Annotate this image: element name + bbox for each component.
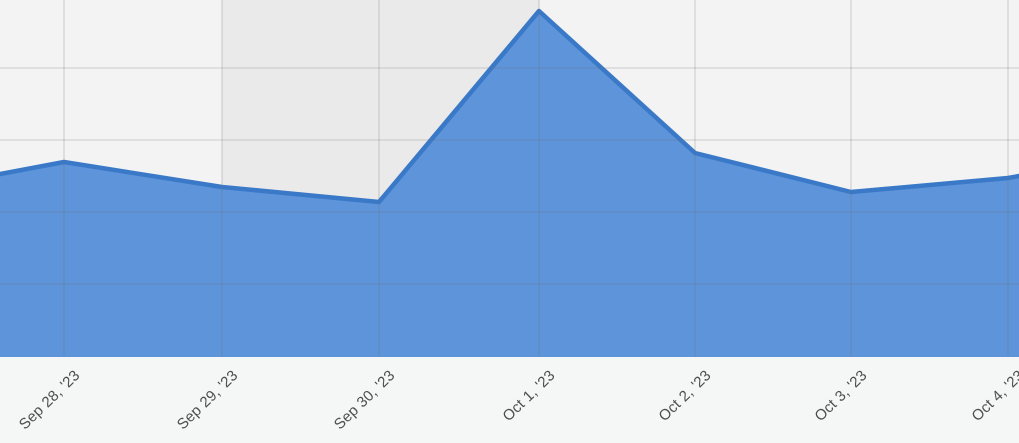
area-chart-svg xyxy=(0,0,1019,357)
x-tick-label: Oct 1, '23 xyxy=(499,367,559,425)
chart-plot-area xyxy=(0,0,1019,357)
x-tick-label: Oct 4, '23 xyxy=(968,367,1019,425)
x-tick-label: Oct 2, '23 xyxy=(655,367,715,425)
x-tick-label: Sep 30, '23 xyxy=(331,367,399,434)
series-area-fill xyxy=(0,11,1019,357)
gridlines xyxy=(0,0,1019,357)
series-line xyxy=(0,8,1019,205)
x-tick-label: Sep 28, '23 xyxy=(16,367,84,434)
x-axis: Sep 28, '23 Sep 29, '23 Sep 30, '23 Oct … xyxy=(0,357,1019,443)
x-tick-label: Sep 29, '23 xyxy=(174,367,242,434)
x-tick-label: Oct 3, '23 xyxy=(811,367,871,425)
